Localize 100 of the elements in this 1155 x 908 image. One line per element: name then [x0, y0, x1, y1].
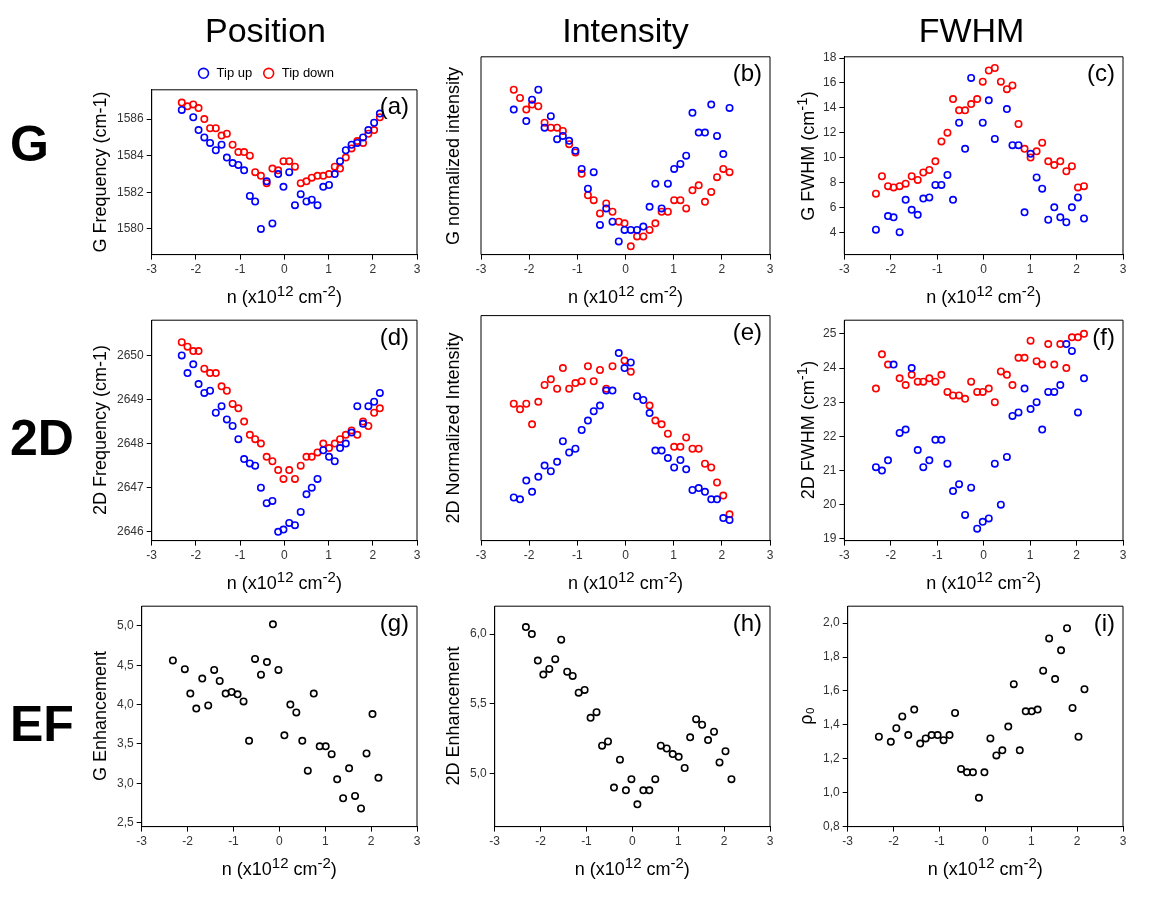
point [351, 791, 360, 800]
point [1020, 208, 1029, 217]
point [251, 168, 260, 177]
y-tick-label: 2648 [116, 435, 145, 450]
point [996, 77, 1005, 86]
point [614, 349, 623, 358]
y-tick-label: 2647 [116, 480, 145, 495]
point [370, 397, 379, 406]
point [943, 170, 952, 179]
point [626, 242, 635, 251]
point [1063, 624, 1072, 633]
point [978, 517, 987, 526]
x-tick-label: 2 [1073, 262, 1081, 277]
point [319, 171, 328, 180]
point [268, 496, 277, 505]
point [583, 362, 592, 371]
x-tick-label: 2 [718, 262, 726, 277]
point [583, 416, 592, 425]
point [707, 100, 716, 109]
point [330, 162, 339, 171]
point [700, 459, 709, 468]
point [967, 377, 976, 386]
point [256, 670, 265, 679]
point [1067, 162, 1076, 171]
y-axis-title: 2D Enhancement [442, 646, 464, 786]
x-tick-label: -3 [136, 834, 148, 849]
point [715, 758, 724, 767]
x-tick-label: 0 [276, 834, 283, 849]
point [206, 369, 215, 378]
point [943, 459, 952, 468]
point [330, 457, 339, 466]
x-tick-label: -1 [931, 548, 943, 563]
point [651, 446, 660, 455]
point [1004, 722, 1013, 731]
point [645, 225, 654, 234]
point [927, 731, 936, 740]
x-tick-label: 3 [766, 548, 774, 563]
point [608, 362, 617, 371]
text: G [10, 115, 49, 173]
point [889, 183, 898, 192]
point [251, 197, 260, 206]
point [889, 360, 898, 369]
point [620, 356, 629, 365]
point [177, 338, 186, 347]
point [919, 194, 928, 203]
point [627, 775, 636, 784]
point [194, 380, 203, 389]
x-axis-title: n (x10$^{12}$ cm$^{-2}$) [226, 282, 342, 308]
point [951, 709, 960, 718]
point [546, 467, 555, 476]
point [353, 430, 362, 439]
chart-title: Intensity [562, 10, 689, 49]
point [357, 804, 366, 813]
point [290, 521, 299, 530]
point [973, 387, 982, 396]
point [725, 510, 734, 519]
point [325, 444, 334, 453]
point [313, 448, 322, 457]
point [292, 708, 301, 717]
y-axis-title: G normalized intensity [442, 66, 464, 245]
point [546, 123, 555, 132]
point [626, 225, 635, 234]
text: EF [10, 695, 74, 753]
point [1014, 408, 1023, 417]
point [534, 397, 543, 406]
y-tick-label: 8 [829, 174, 837, 189]
point [1014, 141, 1023, 150]
y-tick-label: 6 [829, 199, 837, 214]
point [200, 133, 209, 142]
point [341, 430, 350, 439]
point [662, 744, 671, 753]
point [274, 166, 283, 175]
point [704, 736, 713, 745]
point [1014, 353, 1023, 362]
point [528, 95, 537, 104]
point [192, 704, 201, 713]
x-tick-label: 0 [980, 262, 988, 277]
point [370, 408, 379, 417]
point [651, 775, 660, 784]
point [200, 115, 209, 124]
point [651, 416, 660, 425]
point [1038, 360, 1047, 369]
point [1039, 666, 1048, 675]
point [577, 377, 586, 386]
point [961, 106, 970, 115]
point [937, 180, 946, 189]
y-tick-label: 2646 [116, 524, 145, 539]
point [234, 148, 243, 157]
point [657, 446, 666, 455]
point [688, 108, 697, 117]
point [984, 96, 993, 105]
y-tick-label: 1582 [116, 184, 145, 199]
point [721, 747, 730, 756]
point [302, 177, 311, 186]
point [692, 715, 701, 724]
point [886, 737, 895, 746]
x-tick-label: -2 [535, 834, 547, 849]
point [240, 417, 249, 426]
x-tick-label: -2 [885, 548, 897, 563]
point [341, 439, 350, 448]
